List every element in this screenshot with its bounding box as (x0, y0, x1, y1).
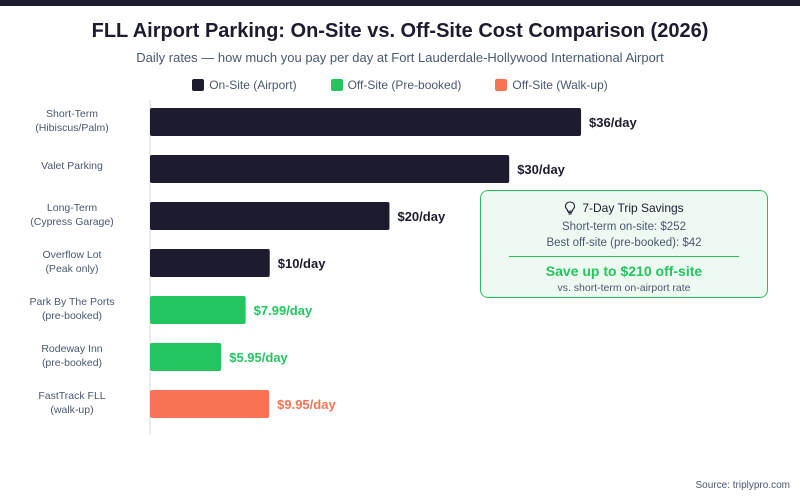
bar (150, 155, 510, 183)
bar-value-label: $7.99/day (254, 303, 313, 318)
legend: On-Site (Airport) Off-Site (Pre-booked) … (0, 78, 800, 92)
legend-label-off-site-prebooked: Off-Site (Pre-booked) (347, 78, 462, 92)
bar (150, 249, 270, 277)
bar (150, 390, 270, 418)
legend-label-off-site-walkup: Off-Site (Walk-up) (512, 78, 608, 92)
category-label: (pre-booked) (42, 357, 102, 369)
savings-note: vs. short-term on-airport rate (557, 282, 691, 294)
bar-value-label: $10/day (278, 256, 326, 271)
category-label: (Cypress Garage) (30, 216, 113, 228)
category-label: Park By The Ports (29, 296, 114, 308)
top-band (0, 0, 800, 6)
savings-highlight: Save up to $210 off-site (545, 263, 703, 279)
category-label: (walk-up) (50, 404, 93, 416)
category-label: (Hibiscus/Palm) (35, 122, 109, 134)
savings-callout: 7-Day Trip Savings Short-term on-site: $… (480, 190, 768, 298)
category-label: Short-Term (46, 108, 98, 120)
lightbulb-icon (565, 201, 576, 215)
bar (150, 108, 582, 136)
bar-value-label: $20/day (397, 209, 445, 224)
bar-value-label: $9.95/day (277, 397, 336, 412)
bar-value-label: $36/day (589, 115, 637, 130)
category-label: Overflow Lot (43, 249, 102, 261)
savings-heading: 7-Day Trip Savings (582, 201, 684, 215)
savings-divider (509, 256, 739, 257)
legend-swatch-off-site-prebooked (330, 79, 343, 91)
bar-value-label: $5.95/day (229, 350, 288, 365)
category-label: (pre-booked) (42, 310, 102, 322)
bar (150, 343, 222, 371)
source-credit: Source: triplypro.com (695, 480, 790, 491)
bar-value-label: $30/day (517, 162, 565, 177)
chart-title: FLL Airport Parking: On-Site vs. Off-Sit… (91, 20, 709, 42)
category-label: Long-Term (47, 202, 97, 214)
chart-subtitle: Daily rates — how much you pay per day a… (136, 50, 664, 65)
bar (150, 296, 246, 324)
savings-best-offsite-total: Best off-site (pre-booked): $42 (546, 237, 702, 249)
legend-swatch-on-site (192, 79, 205, 91)
legend-item-on-site: On-Site (Airport) (192, 78, 297, 92)
category-label: Rodeway Inn (41, 343, 102, 355)
savings-short-term-total: Short-term on-site: $252 (561, 221, 686, 233)
category-label: (Peak only) (45, 263, 98, 275)
savings-heading-row: 7-Day Trip Savings (481, 201, 767, 215)
category-label: Valet Parking (41, 160, 103, 172)
legend-label-on-site: On-Site (Airport) (209, 78, 297, 92)
legend-item-off-site-prebooked: Off-Site (Pre-booked) (330, 78, 462, 92)
legend-item-off-site-walkup: Off-Site (Walk-up) (495, 78, 608, 92)
category-label: FastTrack FLL (38, 390, 105, 402)
bar (150, 202, 390, 230)
legend-swatch-off-site-walkup (495, 79, 508, 91)
